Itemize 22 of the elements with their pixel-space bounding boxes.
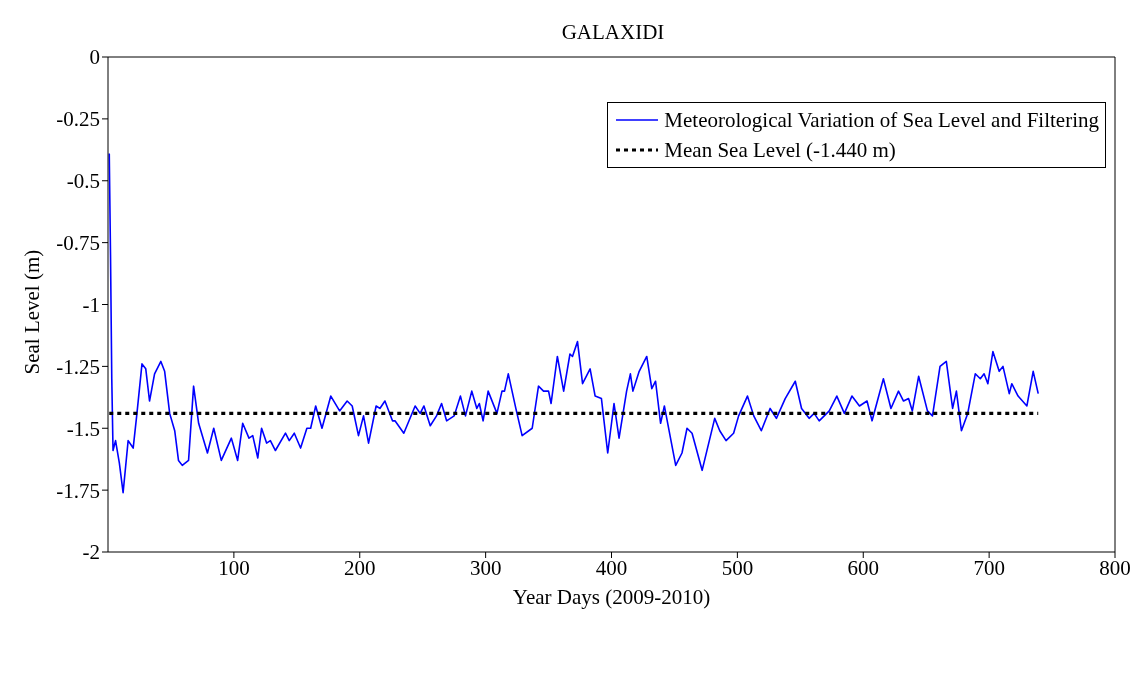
chart-title: GALAXIDI bbox=[560, 20, 666, 45]
x-tick-label: 600 bbox=[847, 555, 879, 580]
y-tick-label: -0.5 bbox=[66, 169, 100, 194]
legend-label: Mean Sea Level (-1.440 m) bbox=[664, 137, 896, 164]
x-tick-label: 100 bbox=[218, 555, 250, 580]
x-tick-label: 300 bbox=[469, 555, 502, 580]
y-tick-label: -2 bbox=[82, 540, 100, 565]
x-axis-title: Year Days (2009-2010) bbox=[512, 585, 711, 609]
y-tick-label: -1.75 bbox=[56, 478, 100, 503]
y-tick-label: -1 bbox=[82, 292, 100, 317]
x-tick-label: 700 bbox=[973, 555, 1005, 580]
y-axis-title: Seal Level (m) bbox=[20, 249, 45, 375]
y-tick-label: -0.75 bbox=[56, 231, 100, 256]
x-tick-label: 200 bbox=[344, 555, 376, 580]
y-tick-label: -0.25 bbox=[56, 107, 100, 132]
y-tick-label: -1.25 bbox=[56, 354, 100, 379]
y-tick-label: 0 bbox=[89, 45, 100, 70]
x-tick-label: 800 bbox=[1099, 555, 1131, 580]
x-tick-label: 500 bbox=[721, 555, 754, 580]
y-tick-label: -1.5 bbox=[66, 416, 100, 441]
x-tick-label: 400 bbox=[595, 555, 628, 580]
legend-label: Meteorological Variation of Sea Level and Filtering bbox=[664, 107, 1099, 134]
